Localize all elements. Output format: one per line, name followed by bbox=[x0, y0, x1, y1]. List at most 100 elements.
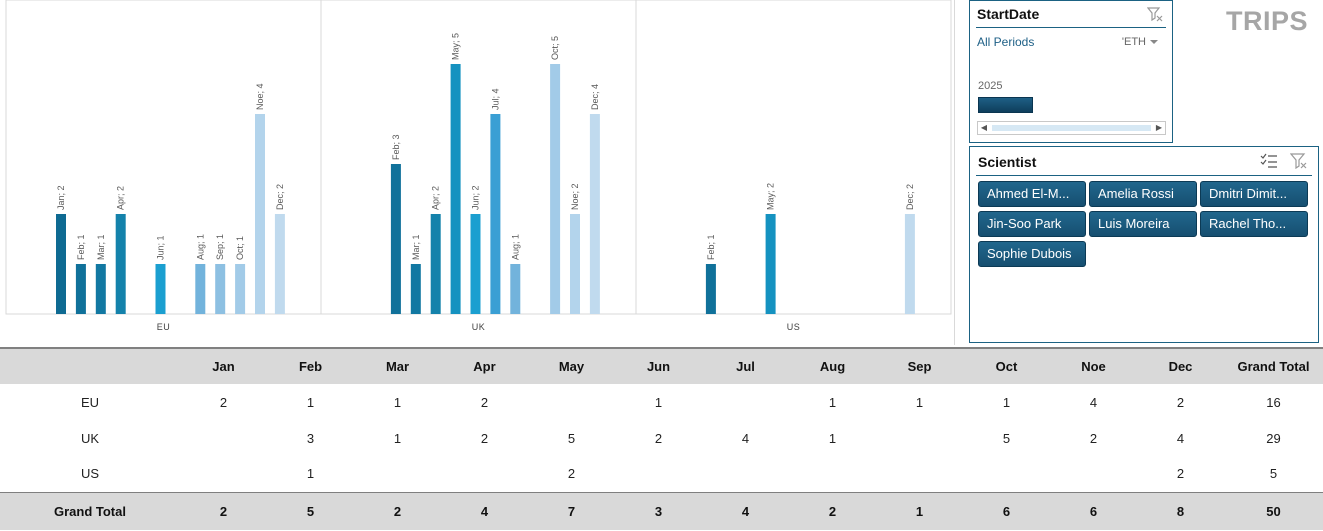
row-label[interactable]: US bbox=[80, 466, 100, 482]
bar bbox=[550, 64, 561, 314]
value-cell: 16 bbox=[1266, 394, 1281, 410]
bar bbox=[450, 64, 461, 314]
data-label: Dec; 2 bbox=[905, 184, 915, 210]
timeline-year-label: 2025 bbox=[978, 80, 1003, 92]
data-label: Jan; 2 bbox=[56, 185, 66, 210]
column-header: Mar bbox=[354, 347, 441, 384]
value-cell: 2 bbox=[654, 430, 663, 446]
bar bbox=[95, 264, 106, 314]
value-cell: 2 bbox=[480, 394, 489, 410]
value-cell bbox=[354, 456, 441, 492]
bar bbox=[589, 114, 600, 314]
grand-total-cell: 2 bbox=[180, 491, 267, 530]
value-cell: 4 bbox=[1176, 430, 1185, 446]
value-cell bbox=[876, 420, 963, 456]
slicer-header-divider bbox=[976, 175, 1312, 176]
clustered-bar-chart: Jan; 2 Feb; 1 Mar; 1 Apr; 2 Jun; 1 Aug; 1 Sep;… bbox=[5, 0, 952, 332]
bar bbox=[510, 264, 521, 314]
startdate-slicer-header: StartDate bbox=[977, 6, 1040, 22]
scientist-button[interactable]: Amelia Rossi bbox=[1089, 181, 1197, 207]
grand-total-cell: 50 bbox=[1224, 491, 1323, 530]
value-cell: 5 bbox=[1002, 430, 1011, 446]
grand-total-cell: 2 bbox=[789, 491, 876, 530]
value-cell: 1 bbox=[915, 394, 924, 410]
scroll-track[interactable] bbox=[992, 125, 1151, 131]
chart-area: Jan; 2 Feb; 1 Mar; 1 Apr; 2 Jun; 1 Aug; 1 Sep;… bbox=[0, 0, 955, 345]
column-header: Noe bbox=[1050, 347, 1137, 384]
pivot-table: Jan Feb Mar Apr May Jun Jul Aug Sep Oct Noe Dec Gran… bbox=[0, 347, 1323, 530]
bar bbox=[490, 114, 501, 314]
value-cell: 1 bbox=[306, 394, 315, 410]
time-level-dropdown[interactable]: 'ETH bbox=[1122, 36, 1158, 48]
scientist-button[interactable]: Rachel Tho... bbox=[1200, 211, 1308, 237]
value-cell: 4 bbox=[1089, 394, 1098, 410]
scroll-left-icon[interactable]: ◀ bbox=[978, 122, 990, 134]
value-cell: 2 bbox=[1176, 394, 1185, 410]
multi-select-icon[interactable] bbox=[1260, 153, 1278, 174]
bar bbox=[410, 264, 421, 314]
value-cell: 2 bbox=[219, 394, 228, 410]
grand-total-cell: 4 bbox=[702, 491, 789, 530]
value-cell: 5 bbox=[1269, 466, 1278, 482]
bar bbox=[765, 214, 776, 314]
scientist-button[interactable]: Luis Moreira bbox=[1089, 211, 1197, 237]
scientist-button[interactable]: Jin-Soo Park bbox=[978, 211, 1086, 237]
time-level-value: 'ETH bbox=[1121, 36, 1146, 48]
timeline-selection-bar[interactable] bbox=[978, 97, 1033, 113]
column-header: Jul bbox=[702, 347, 789, 384]
column-header: Dec bbox=[1137, 347, 1224, 384]
pivot-row: UK 3 1 2 5 2 4 1 5 2 4 29 bbox=[0, 420, 1323, 456]
value-cell: 1 bbox=[828, 430, 837, 446]
chevron-down-icon bbox=[1150, 40, 1158, 45]
scientist-button[interactable]: Dmitri Dimit... bbox=[1200, 181, 1308, 207]
bar bbox=[904, 214, 915, 314]
data-label: May; 2 bbox=[766, 183, 776, 210]
data-label: Oct; 5 bbox=[550, 36, 560, 60]
value-cell: 3 bbox=[306, 430, 315, 446]
column-header: Aug bbox=[789, 347, 876, 384]
row-label-header bbox=[0, 347, 180, 384]
value-cell bbox=[702, 384, 789, 420]
scroll-right-icon[interactable]: ▶ bbox=[1153, 122, 1165, 134]
grand-total-cell: 5 bbox=[267, 491, 354, 530]
data-label: Jun; 2 bbox=[471, 185, 481, 210]
value-cell bbox=[789, 456, 876, 492]
startdate-timeline-slicer: StartDate All Periods 'ETH 2025 ◀ ▶ bbox=[969, 0, 1173, 143]
slicer-header-divider bbox=[976, 27, 1166, 28]
value-cell: 2 bbox=[1089, 430, 1098, 446]
data-label: Jun; 1 bbox=[156, 235, 166, 260]
bar bbox=[470, 214, 481, 314]
column-header: Sep bbox=[876, 347, 963, 384]
data-label: Jul; 4 bbox=[490, 88, 500, 110]
scientist-button[interactable]: Ahmed El-M... bbox=[978, 181, 1086, 207]
grand-total-cell: 6 bbox=[1050, 491, 1137, 530]
value-cell bbox=[441, 456, 528, 492]
grand-total-cell: 4 bbox=[441, 491, 528, 530]
pivot-row: US 1 2 2 5 bbox=[0, 456, 1323, 492]
data-label: Oct; 1 bbox=[235, 236, 245, 260]
value-cell: 2 bbox=[1176, 466, 1185, 482]
data-label: Aug; 1 bbox=[195, 234, 205, 260]
value-cell bbox=[963, 456, 1050, 492]
row-label[interactable]: EU bbox=[80, 394, 100, 410]
pivot-row: EU 2 1 1 2 1 1 1 1 4 2 16 bbox=[0, 384, 1323, 420]
pivot-header-row: Jan Feb Mar Apr May Jun Jul Aug Sep Oct Noe Dec Gran… bbox=[0, 347, 1323, 384]
clear-filter-icon[interactable] bbox=[1146, 6, 1163, 27]
bar bbox=[75, 264, 86, 314]
timeline-scrollbar[interactable]: ◀ ▶ bbox=[977, 121, 1166, 135]
value-cell bbox=[180, 420, 267, 456]
scientist-slicer-header: Scientist bbox=[978, 154, 1037, 170]
grand-total-cell: 1 bbox=[876, 491, 963, 530]
clear-filter-icon[interactable] bbox=[1289, 153, 1308, 174]
data-label: Sep; 1 bbox=[215, 234, 225, 260]
data-label: Mar; 1 bbox=[96, 234, 106, 260]
row-label[interactable]: UK bbox=[80, 430, 100, 446]
column-header: May bbox=[528, 347, 615, 384]
grand-total-cell: 3 bbox=[615, 491, 702, 530]
value-cell bbox=[876, 456, 963, 492]
data-label: May; 5 bbox=[451, 33, 461, 60]
group-axis-label: US bbox=[787, 322, 801, 332]
scientist-button[interactable]: Sophie Dubois bbox=[978, 241, 1086, 267]
value-cell bbox=[1050, 456, 1137, 492]
bar bbox=[56, 214, 66, 314]
